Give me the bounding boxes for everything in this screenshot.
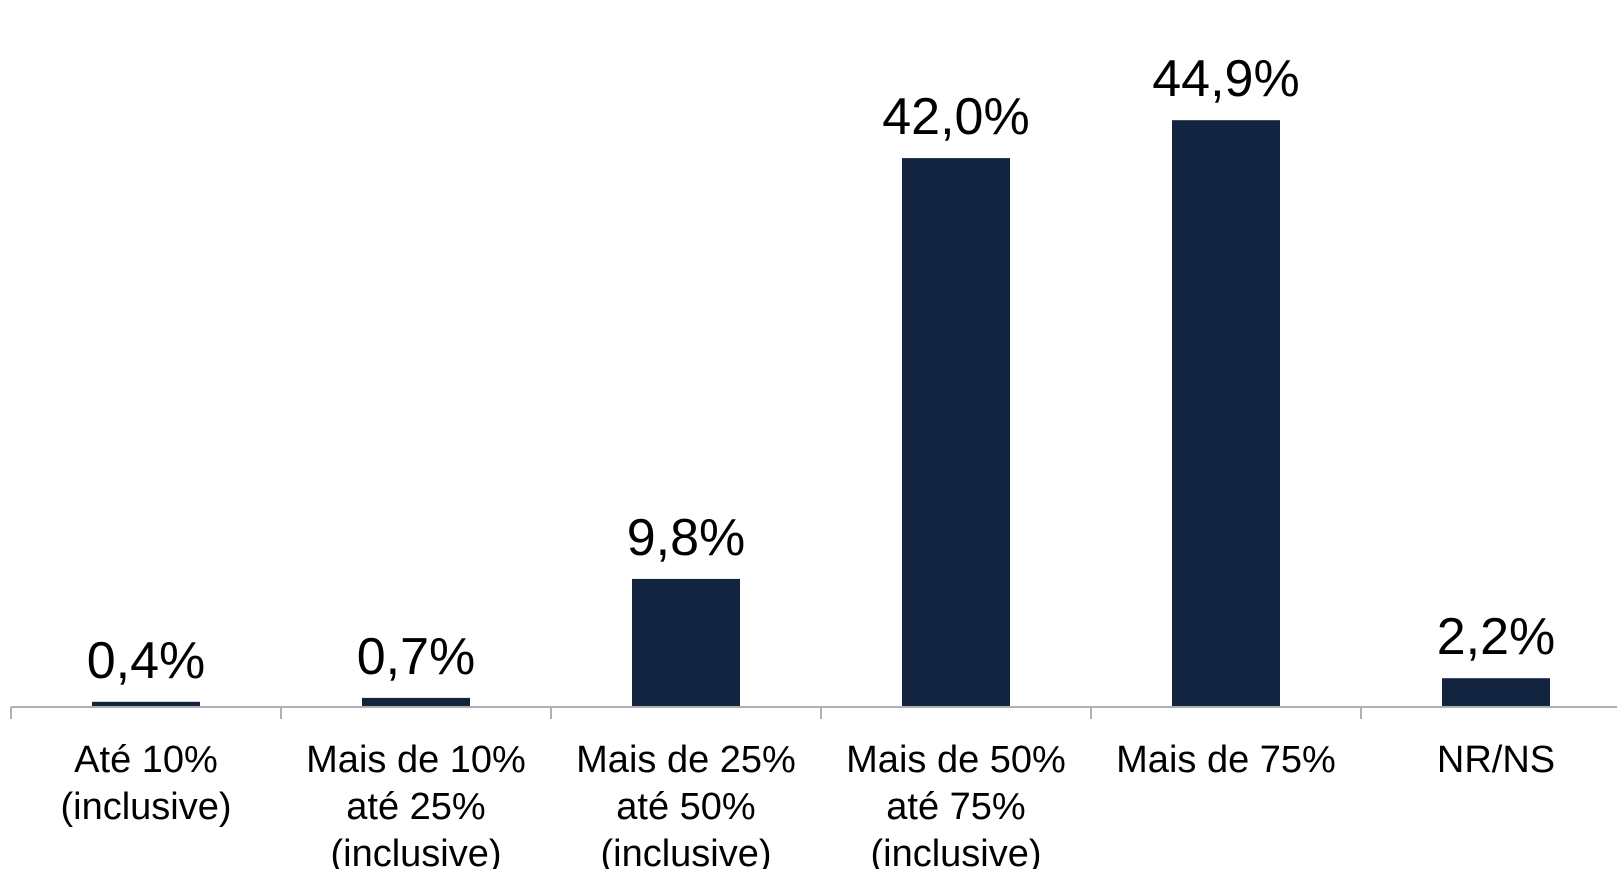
- bar-1: [92, 701, 200, 707]
- data-label-6: 2,2%: [1437, 608, 1556, 666]
- bars-group: [92, 120, 1550, 708]
- bar-4: [902, 158, 1010, 708]
- x-tick-label-1: Até 10% (inclusive): [60, 739, 231, 828]
- x-tick-label-line: (inclusive): [60, 786, 231, 828]
- bar-3: [632, 578, 740, 707]
- x-tick-label-2: Mais de 10% até 25% (inclusive): [306, 739, 526, 869]
- data-label-3: 9,8%: [627, 509, 746, 567]
- x-tick-label-line: até 50%: [616, 786, 755, 828]
- x-tick-labels-group: Até 10% (inclusive) Mais de 10% até 25% (inc…: [60, 739, 1555, 869]
- x-tick-label-line: até 75%: [886, 786, 1025, 828]
- x-tick-label-line: Mais de 10%: [306, 739, 526, 781]
- x-axis: [10, 706, 1617, 719]
- data-label-4: 42,0%: [882, 88, 1029, 146]
- x-tick-label-line: Mais de 25%: [576, 739, 796, 781]
- x-tick-label-line: NR/NS: [1437, 739, 1555, 781]
- data-labels-group: 0,4% 0,7% 9,8% 42,0% 44,9% 2,2%: [87, 50, 1556, 690]
- x-tick-label-line: Mais de 50%: [846, 739, 1066, 781]
- x-tick-label-line: (inclusive): [600, 833, 771, 869]
- x-tick-label-5: Mais de 75%: [1116, 739, 1336, 781]
- x-tick-label-line: (inclusive): [870, 833, 1041, 869]
- x-tick-label-6: NR/NS: [1437, 739, 1555, 781]
- x-tick-label-3: Mais de 25% até 50% (inclusive): [576, 739, 796, 869]
- x-tick-label-line: Mais de 75%: [1116, 739, 1336, 781]
- bar-2: [362, 697, 470, 707]
- x-tick-label-line: até 25%: [346, 786, 485, 828]
- data-label-5: 44,9%: [1152, 50, 1299, 108]
- data-label-2: 0,7%: [357, 628, 476, 686]
- bar-6: [1442, 678, 1550, 707]
- x-tick-label-line: Até 10%: [74, 739, 218, 781]
- data-label-1: 0,4%: [87, 632, 206, 690]
- x-tick-label-line: (inclusive): [330, 833, 501, 869]
- bar-5: [1172, 120, 1280, 707]
- x-tick-label-4: Mais de 50% até 75% (inclusive): [846, 739, 1066, 869]
